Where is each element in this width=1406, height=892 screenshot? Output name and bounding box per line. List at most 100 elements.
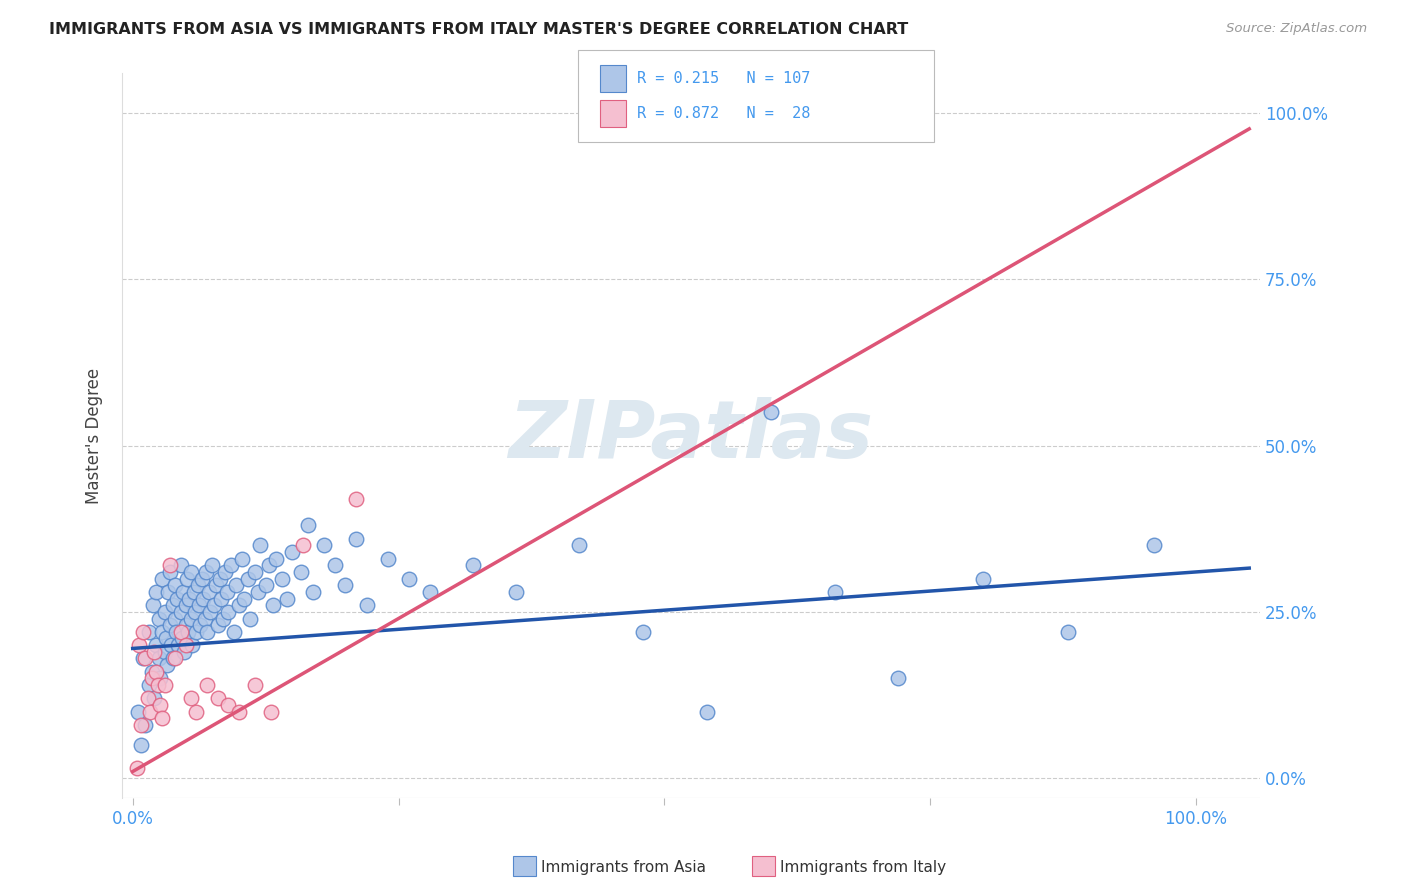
Point: [165, 624, 187, 639]
Point: [176, 572, 198, 586]
Point: [132, 651, 155, 665]
Point: [165, 651, 187, 665]
Point: [153, 605, 176, 619]
Point: [186, 705, 208, 719]
Point: [153, 678, 176, 692]
Point: [156, 658, 179, 673]
Point: [174, 638, 197, 652]
Point: [141, 672, 163, 686]
Point: [177, 624, 200, 639]
Point: [167, 638, 190, 652]
Point: [344, 491, 367, 506]
Point: [128, 638, 150, 652]
Point: [145, 585, 167, 599]
Point: [276, 591, 298, 606]
Text: ZIPatlas: ZIPatlas: [509, 397, 873, 475]
Point: [145, 638, 167, 652]
Point: [419, 585, 441, 599]
Point: [505, 585, 527, 599]
Point: [159, 565, 181, 579]
Point: [153, 645, 176, 659]
Text: Immigrants from Italy: Immigrants from Italy: [780, 860, 946, 874]
Point: [142, 645, 165, 659]
Point: [156, 585, 179, 599]
Point: [195, 565, 218, 579]
Point: [314, 538, 336, 552]
Point: [141, 665, 163, 679]
Point: [461, 558, 484, 573]
Y-axis label: Master's Degree: Master's Degree: [86, 368, 103, 504]
Point: [212, 611, 235, 625]
Point: [195, 678, 218, 692]
Point: [166, 591, 188, 606]
Point: [231, 551, 253, 566]
Point: [209, 591, 232, 606]
Point: [207, 618, 229, 632]
Point: [1142, 538, 1164, 552]
Point: [225, 578, 247, 592]
Point: [243, 678, 266, 692]
Point: [177, 591, 200, 606]
Point: [174, 618, 197, 632]
Point: [172, 585, 194, 599]
Point: [142, 598, 165, 612]
Point: [159, 618, 181, 632]
Point: [824, 585, 846, 599]
Text: R = 0.872   N =  28: R = 0.872 N = 28: [637, 106, 810, 120]
Point: [138, 705, 160, 719]
Point: [377, 551, 399, 566]
Point: [972, 572, 994, 586]
Point: [198, 585, 221, 599]
Point: [202, 598, 225, 612]
Point: [160, 638, 183, 652]
Point: [125, 761, 148, 775]
Point: [191, 591, 214, 606]
Point: [180, 691, 202, 706]
Point: [181, 638, 204, 652]
Point: [1057, 624, 1080, 639]
Point: [236, 572, 259, 586]
Point: [204, 578, 226, 592]
Point: [243, 565, 266, 579]
Point: [169, 558, 191, 573]
Point: [191, 572, 214, 586]
Point: [249, 538, 271, 552]
Point: [186, 624, 208, 639]
Point: [254, 578, 277, 592]
Point: [200, 605, 222, 619]
Point: [201, 558, 224, 573]
Point: [174, 598, 197, 612]
Point: [217, 605, 239, 619]
Point: [165, 578, 187, 592]
Point: [129, 738, 152, 752]
Point: [149, 672, 172, 686]
Point: [159, 558, 181, 573]
Point: [155, 632, 177, 646]
Point: [187, 578, 209, 592]
Point: [260, 705, 283, 719]
Point: [187, 598, 209, 612]
Point: [148, 678, 170, 692]
Point: [170, 632, 193, 646]
Point: [134, 651, 156, 665]
Point: [183, 585, 205, 599]
Point: [217, 585, 239, 599]
Point: [290, 565, 312, 579]
Point: [264, 551, 287, 566]
Point: [344, 532, 367, 546]
Point: [180, 565, 202, 579]
Point: [228, 705, 250, 719]
Point: [222, 624, 245, 639]
Point: [239, 611, 262, 625]
Point: [152, 711, 174, 725]
Point: [214, 565, 236, 579]
Point: [257, 558, 280, 573]
Point: [297, 518, 319, 533]
Point: [219, 558, 242, 573]
Point: [145, 665, 167, 679]
Point: [149, 698, 172, 712]
Point: [887, 672, 910, 686]
Point: [142, 691, 165, 706]
Point: [281, 545, 304, 559]
Point: [136, 691, 159, 706]
